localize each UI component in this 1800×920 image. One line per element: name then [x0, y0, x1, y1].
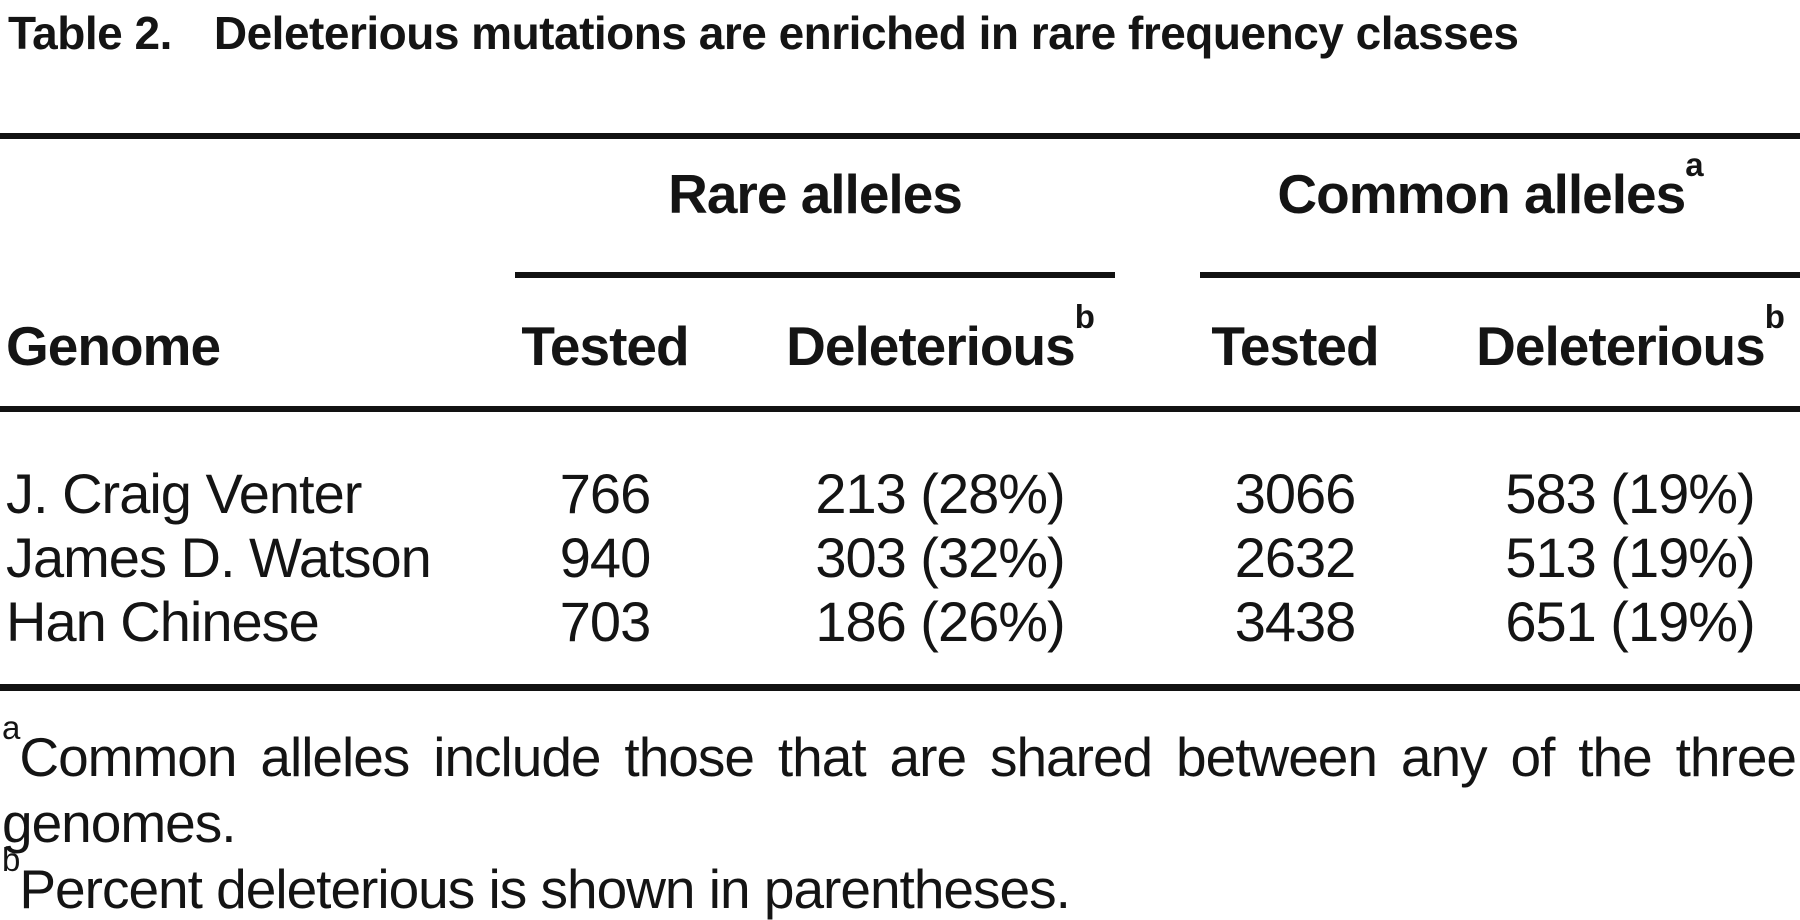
cell-genome: J. Craig Venter [6, 462, 362, 525]
cell-rare-deleterious: 303 (32%) [815, 526, 1065, 589]
column-superscript: b [1764, 297, 1785, 335]
group-superscript: a [1685, 145, 1703, 183]
rule-bottom [0, 684, 1800, 691]
cell-rare-deleterious: 186 (26%) [815, 590, 1065, 653]
group-label: Common alleles [1277, 163, 1686, 225]
table-row: James D. Watson 940 303 (32%) 2632 513 (… [0, 526, 1800, 590]
footnote-b: bPercent deleterious is shown in parenth… [2, 843, 1796, 920]
table-caption: Deleterious mutations are enriched in ra… [213, 7, 1519, 59]
cell-common-deleterious: 583 (19%) [1505, 462, 1755, 525]
footnotes: aCommon alleles include those that are s… [2, 711, 1797, 920]
footnote-text: Common alleles include those that are sh… [2, 726, 1797, 854]
column-header-rare-tested: Tested [490, 318, 720, 374]
column-superscript: b [1074, 297, 1095, 335]
cell-rare-tested: 940 [559, 526, 651, 589]
cell-common-deleterious: 651 (19%) [1505, 590, 1755, 653]
rule-under-rare-alleles [515, 272, 1115, 278]
cell-genome: James D. Watson [6, 526, 432, 589]
column-header-rare-deleterious: Deleteriousb [740, 300, 1140, 377]
column-label: Tested [521, 315, 689, 377]
cell-common-deleterious: 513 (19%) [1505, 526, 1755, 589]
footnote-text: Percent deleterious is shown in parenthe… [19, 858, 1071, 920]
cell-common-tested: 3066 [1234, 462, 1357, 525]
column-label: Tested [1211, 315, 1379, 377]
group-header-common-alleles: Common allelesa [1180, 148, 1800, 225]
table-label: Table 2. [8, 7, 172, 59]
cell-common-tested: 3438 [1234, 590, 1357, 653]
footnote-marker: b [2, 840, 20, 878]
cell-rare-tested: 703 [559, 590, 651, 653]
table-row: Han Chinese 703 186 (26%) 3438 651 (19%) [0, 590, 1800, 654]
footnote-a: aCommon alleles include those that are s… [2, 711, 1797, 856]
column-label: Deleterious [786, 315, 1076, 377]
cell-rare-tested: 766 [559, 462, 651, 525]
table-title: Table 2. Deleterious mutations are enrich… [8, 2, 1528, 64]
rule-top [0, 133, 1800, 139]
footnote-marker: a [2, 708, 20, 746]
column-header-common-tested: Tested [1180, 318, 1410, 374]
rule-below-headers [0, 406, 1800, 412]
group-header-rare-alleles: Rare alleles [490, 163, 1140, 225]
column-header-genome: Genome [6, 315, 221, 377]
cell-rare-deleterious: 213 (28%) [815, 462, 1065, 525]
cell-common-tested: 2632 [1234, 526, 1357, 589]
rule-under-common-alleles [1200, 272, 1800, 278]
column-label: Deleterious [1476, 315, 1766, 377]
column-header-common-deleterious: Deleteriousb [1460, 300, 1800, 377]
group-label: Rare alleles [668, 163, 963, 225]
table-row: J. Craig Venter 766 213 (28%) 3066 583 (… [0, 462, 1800, 526]
cell-genome: Han Chinese [6, 590, 320, 653]
